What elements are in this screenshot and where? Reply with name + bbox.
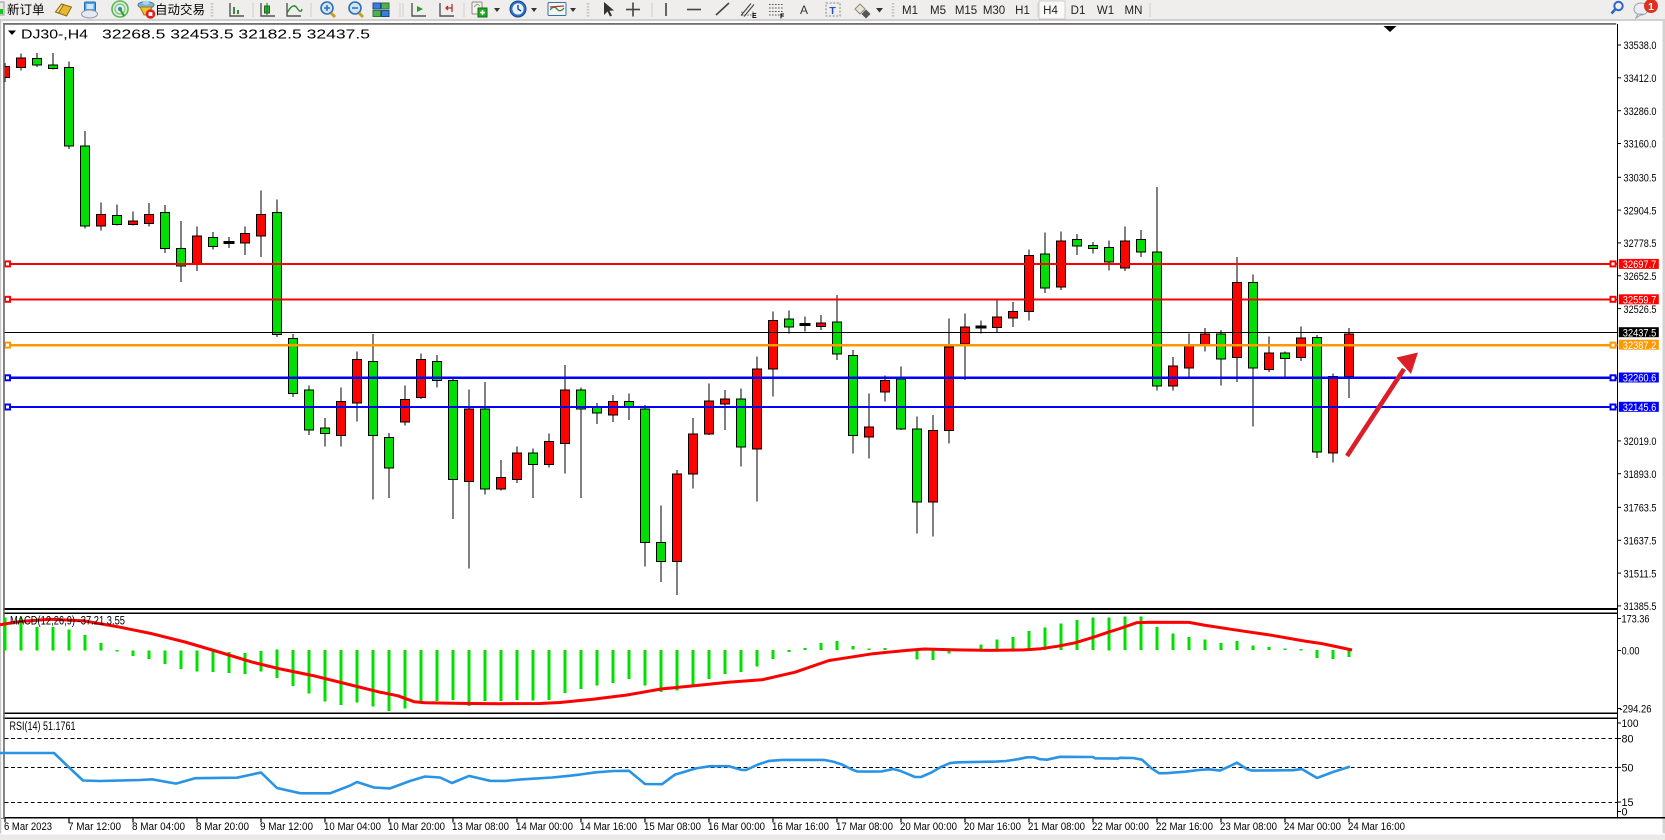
svg-text:E: E	[752, 13, 757, 20]
svg-text:H4: H4	[1043, 5, 1058, 17]
svg-text:W1: W1	[1097, 5, 1114, 17]
svg-text:32652.5: 32652.5	[1624, 271, 1657, 283]
svg-text:21 Mar 08:00: 21 Mar 08:00	[1028, 821, 1085, 833]
svg-text:M5: M5	[930, 5, 946, 17]
svg-text:32778.5: 32778.5	[1624, 238, 1657, 250]
svg-text:T: T	[829, 5, 836, 17]
svg-text:32387.2: 32387.2	[1623, 340, 1657, 352]
svg-text:32697.7: 32697.7	[1623, 259, 1657, 271]
svg-text:A: A	[800, 3, 808, 17]
svg-text:33160.0: 33160.0	[1624, 139, 1657, 151]
svg-text:33538.0: 33538.0	[1624, 40, 1657, 52]
svg-text:8 Mar 20:00: 8 Mar 20:00	[196, 821, 249, 833]
svg-text:32526.5: 32526.5	[1624, 304, 1657, 316]
svg-text:自动交易: 自动交易	[155, 2, 205, 17]
svg-text:9 Mar 12:00: 9 Mar 12:00	[260, 821, 313, 833]
svg-text:31385.5: 31385.5	[1624, 601, 1657, 613]
svg-text:M30: M30	[983, 5, 1005, 17]
svg-text:173.36: 173.36	[1622, 614, 1650, 626]
svg-text:1: 1	[1648, 1, 1654, 13]
svg-text:M1: M1	[902, 5, 918, 17]
svg-text:新订单: 新订单	[7, 2, 45, 17]
svg-text:D1: D1	[1071, 5, 1086, 17]
svg-text:32904.5: 32904.5	[1624, 205, 1657, 217]
svg-text:33412.0: 33412.0	[1624, 73, 1657, 85]
svg-text:13 Mar 08:00: 13 Mar 08:00	[452, 821, 509, 833]
svg-text:31637.5: 31637.5	[1624, 536, 1657, 548]
svg-text:6 Mar 2023: 6 Mar 2023	[4, 821, 52, 833]
svg-text:24 Mar 00:00: 24 Mar 00:00	[1284, 821, 1341, 833]
svg-text:14 Mar 00:00: 14 Mar 00:00	[516, 821, 573, 833]
svg-text:32437.5: 32437.5	[1623, 327, 1657, 339]
svg-text:16 Mar 00:00: 16 Mar 00:00	[708, 821, 765, 833]
svg-text:-294.26: -294.26	[1620, 704, 1652, 716]
svg-text:22 Mar 16:00: 22 Mar 16:00	[1156, 821, 1213, 833]
svg-text:31893.0: 31893.0	[1624, 469, 1657, 481]
svg-text:31763.5: 31763.5	[1624, 503, 1657, 515]
svg-text:20 Mar 00:00: 20 Mar 00:00	[900, 821, 957, 833]
svg-text:15 Mar 08:00: 15 Mar 08:00	[644, 821, 701, 833]
svg-text:MN: MN	[1125, 5, 1143, 17]
svg-text:F: F	[780, 14, 785, 21]
svg-text:0.00: 0.00	[1622, 646, 1640, 658]
svg-text:DJ30-,H4: DJ30-,H4	[21, 27, 88, 42]
svg-text:15: 15	[1622, 797, 1634, 809]
svg-text:31511.5: 31511.5	[1624, 568, 1657, 580]
svg-text:32019.0: 32019.0	[1624, 436, 1657, 448]
svg-text:33286.0: 33286.0	[1624, 106, 1657, 118]
svg-text:17 Mar 08:00: 17 Mar 08:00	[836, 821, 893, 833]
svg-text:16 Mar 16:00: 16 Mar 16:00	[772, 821, 829, 833]
svg-text:10 Mar 04:00: 10 Mar 04:00	[324, 821, 381, 833]
svg-text:32559.7: 32559.7	[1623, 295, 1657, 307]
svg-text:23 Mar 08:00: 23 Mar 08:00	[1220, 821, 1277, 833]
svg-text:0: 0	[1622, 807, 1628, 819]
svg-text:50: 50	[1622, 763, 1634, 775]
svg-text:M15: M15	[955, 5, 977, 17]
svg-text:80: 80	[1622, 734, 1634, 746]
svg-text:22 Mar 00:00: 22 Mar 00:00	[1092, 821, 1149, 833]
svg-text:20 Mar 16:00: 20 Mar 16:00	[964, 821, 1021, 833]
svg-text:24 Mar 16:00: 24 Mar 16:00	[1348, 821, 1405, 833]
svg-text:RSI(14) 51.1761: RSI(14) 51.1761	[10, 721, 76, 733]
svg-text:7 Mar 12:00: 7 Mar 12:00	[68, 821, 121, 833]
svg-text:MACD(12,26,9) -37.21 3.55: MACD(12,26,9) -37.21 3.55	[10, 616, 125, 628]
svg-text:100: 100	[1622, 718, 1639, 730]
svg-text:32268.5 32453.5 32182.5 32437.: 32268.5 32453.5 32182.5 32437.5	[102, 27, 370, 42]
svg-text:8 Mar 04:00: 8 Mar 04:00	[132, 821, 185, 833]
svg-text:33030.5: 33030.5	[1624, 173, 1657, 185]
svg-text:H1: H1	[1015, 5, 1030, 17]
svg-text:32260.6: 32260.6	[1623, 373, 1657, 385]
svg-text:32145.6: 32145.6	[1623, 402, 1657, 414]
svg-text:10 Mar 20:00: 10 Mar 20:00	[388, 821, 445, 833]
svg-text:14 Mar 16:00: 14 Mar 16:00	[580, 821, 637, 833]
